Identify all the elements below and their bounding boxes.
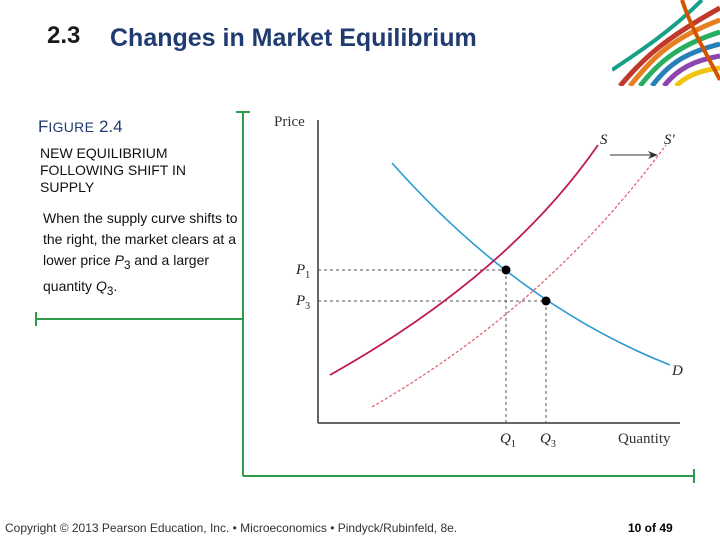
q3-label: Q3: [540, 431, 556, 450]
x-axis-label: Quantity: [618, 431, 671, 447]
description-q-var: Q: [95, 277, 107, 294]
figure-number: 2.4: [98, 117, 123, 136]
description-q-sub: 3: [106, 284, 114, 298]
figure-label: FIGURE 2.4: [38, 117, 123, 137]
description-text-3: .: [113, 277, 118, 294]
description-text-1: When the supply curve shifts to the righ…: [43, 210, 238, 268]
section-number: 2.3: [47, 22, 81, 49]
shift-arrow-head: [648, 151, 658, 159]
demand-curve: [391, 162, 671, 366]
figure-label-lead: F: [38, 117, 49, 136]
page-indicator: 10 of 49: [628, 521, 673, 535]
p3-label: P3: [295, 293, 310, 312]
description-p-var: P: [114, 252, 124, 268]
equilibrium-point-3: [541, 296, 551, 306]
supply-curve: [329, 144, 599, 376]
p1-label: P1: [295, 262, 310, 281]
demand-label: D: [671, 363, 683, 379]
footer-copyright: Copyright © 2013 Pearson Education, Inc.…: [5, 521, 458, 535]
shifted-supply-curve: [371, 144, 667, 408]
description-p-sub: 3: [123, 258, 131, 272]
shifted-supply-label: S′: [664, 132, 676, 148]
figure-subtitle: NEW EQUILIBRIUM FOLLOWING SHIFT IN SUPPL…: [40, 145, 186, 195]
slide-title: Changes in Market Equilibrium: [110, 24, 477, 52]
supply-demand-diagram: Price Quantity P1 P3 Q1 Q3 S S′ D: [274, 114, 683, 450]
figure-description: When the supply curve shifts to the righ…: [43, 208, 243, 302]
decorative-cables-image: [612, 0, 720, 86]
figure-label-rest: IGURE: [48, 119, 95, 135]
equilibrium-point-1: [501, 265, 511, 275]
y-axis-label: Price: [274, 114, 305, 130]
description-text-2: and a larger quantity: [43, 252, 210, 294]
q1-label: Q1: [500, 431, 516, 450]
supply-label: S: [600, 132, 608, 148]
